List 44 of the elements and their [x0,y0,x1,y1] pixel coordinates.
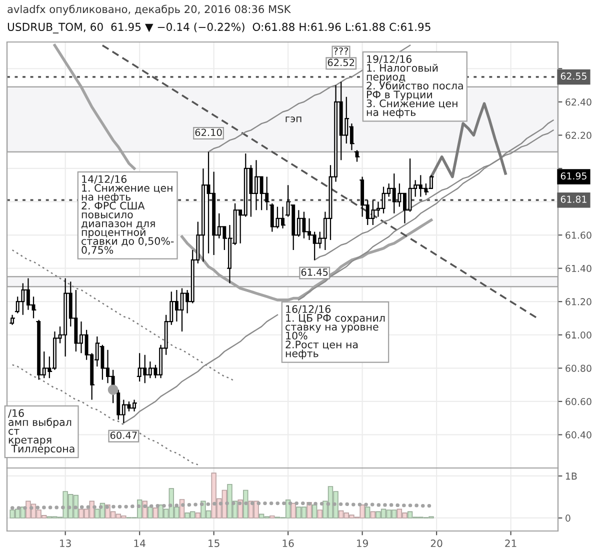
bar [312,504,318,518]
annotation: 19/12/16 1. Налоговый период 2. Убийство посла РФ в Турции 3. Снижение цен на нефть [366,55,463,118]
bar [370,511,376,518]
annotation: ??? [334,47,348,55]
ref-line-label: 61.81 [560,196,586,203]
x-tick-label: 19 [357,540,368,548]
y-tick-label: 61.20 [566,298,592,306]
bar [152,507,158,518]
x-tick-label: 21 [505,540,516,547]
annotation: 16/12/16 1. ЦБ РФ сохранил ставку на уровне 10% 2.Рост цен на нефть [286,305,385,360]
x-tick-label: 13 [60,540,71,548]
x-tick-label: 16 [282,540,294,548]
y-tick-label: 60.80 [566,364,592,372]
y-tick-label: 62.40 [566,98,592,106]
bar [270,515,275,518]
y-tick-label: 61.00 [566,331,592,339]
text: 14/12/16 1. Снижение цен на нефть 2. ФРС США повысило диапазон для процентной ставки до 0,50%- 0,75% [82,175,174,255]
y-tick-label: 0 [566,514,570,522]
annotation: 62.52 [328,58,354,66]
chart-subtitle: avladfx опубликовано, декабрь 20, 2016 08:36 MSK [8,4,291,16]
candlestick [9,314,16,326]
annotation: 62.10 [195,128,222,136]
y-tick-label: 60.60 [566,398,592,406]
x-tick-label: 20 [430,540,442,548]
y-tick-label: 1B [566,472,577,480]
x-tick-label: 15 [208,540,220,548]
chart-title: USDRUB_TOM, 60 61.95 ▼ −0.14 (−0.22%) O:61.88 H:61.96 L:61.88 C:61.95 [8,22,430,34]
bar [148,506,153,518]
y-tick-label: 61.60 [566,232,592,239]
bar [290,502,296,518]
text: 61.95 [560,172,586,180]
x-tick-label: 14 [134,540,146,547]
candlestick [354,150,360,162]
y-tick-label: 60.40 [566,431,592,438]
annotation: /16 амп выбрал ст кретаря Тиллерсона [8,409,74,455]
y-tick-label: 61.40 [566,264,592,272]
annotation: 61.45 [301,268,328,276]
bar [195,512,201,518]
y-tick-label: 62.20 [566,132,592,139]
band-label: гэп [286,116,302,122]
bar [365,506,370,518]
bar [317,510,322,518]
ref-line-label: 62.55 [560,72,586,80]
annotation: 60.47 [110,432,137,439]
